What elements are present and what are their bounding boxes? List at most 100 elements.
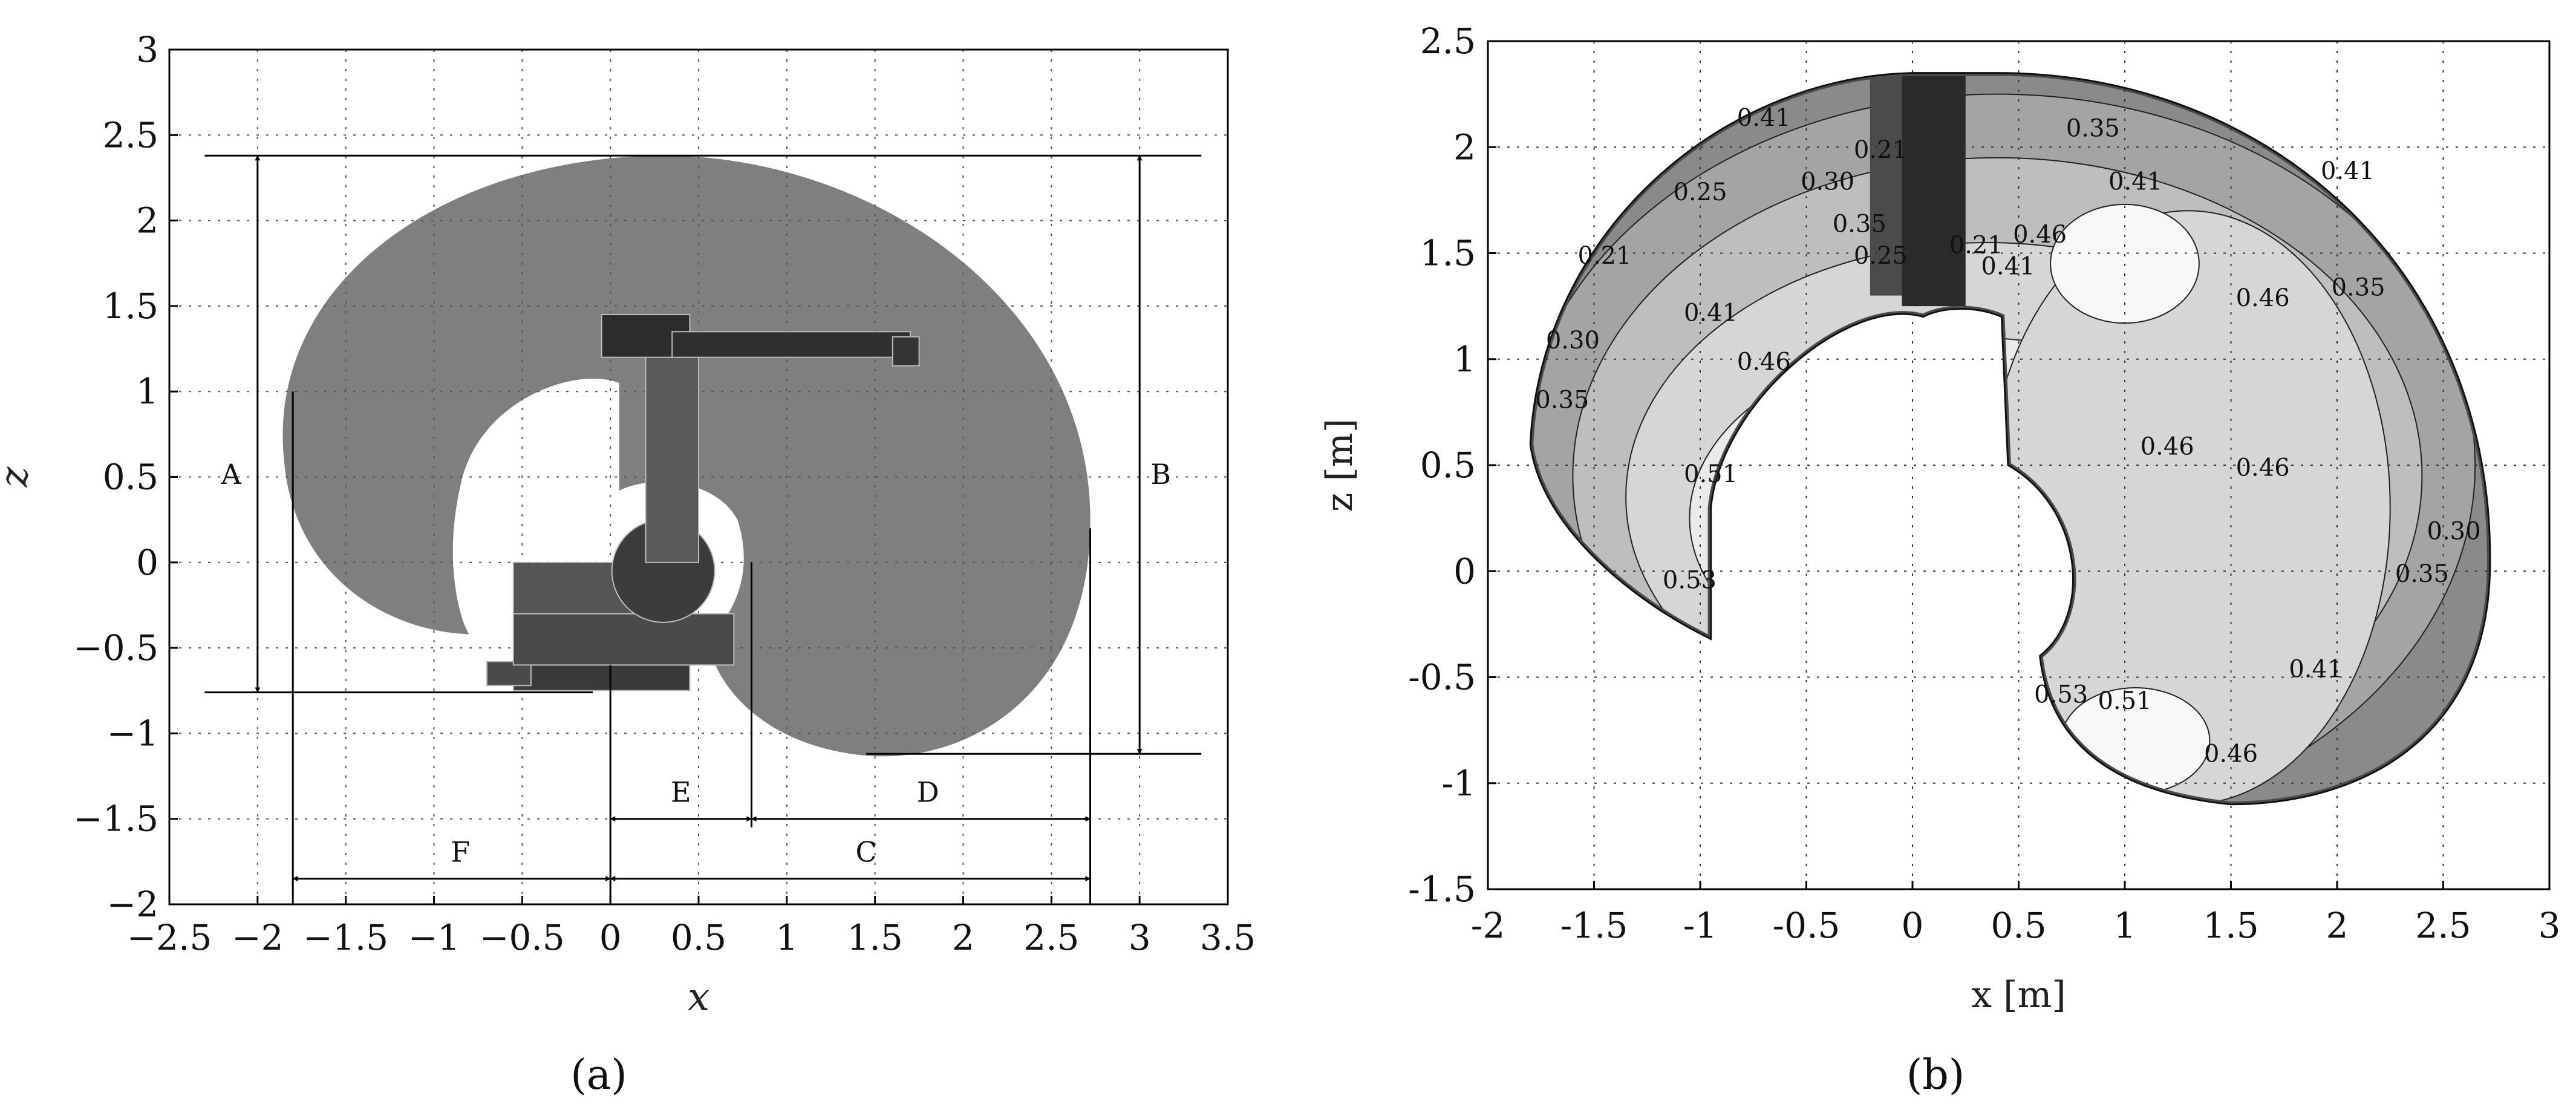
y-tick-label: 0.5 xyxy=(1420,445,1476,486)
x-tick-label: 0.5 xyxy=(671,917,726,958)
contour-label: 0.35 xyxy=(1833,210,1886,238)
x-tick-label: -1.5 xyxy=(1560,905,1628,946)
dimension-label: D xyxy=(917,775,939,808)
contour-label: 0.41 xyxy=(1684,299,1738,327)
y-ticks-b: -1.5 -1 -0.5 0 0.5 1 1.5 2 2.5 xyxy=(1408,21,1496,910)
contour-label: 0.46 xyxy=(1737,348,1791,376)
y-tick-label: −1 xyxy=(107,713,159,754)
workspace-outline xyxy=(1529,72,2491,806)
contour-band xyxy=(1902,73,1966,307)
x-tick-label: -1 xyxy=(1683,905,1718,946)
y-axis-label-b: z [m] xyxy=(1319,419,1361,512)
x-axis-label-b: x [m] xyxy=(1971,974,2066,1016)
x-tick-label: 1 xyxy=(775,917,798,958)
contour-label: 0.51 xyxy=(1684,460,1738,488)
dimension-label: B xyxy=(1150,458,1171,491)
y-tick-label: 3 xyxy=(136,29,158,70)
x-tick-label: −1.5 xyxy=(303,917,388,958)
x-tick-label: -2 xyxy=(1471,905,1505,946)
robot-turntable xyxy=(512,613,735,666)
y-tick-label: 2.5 xyxy=(1420,21,1476,62)
x-tick-label: 1 xyxy=(2114,905,2136,946)
contour-label: 0.46 xyxy=(2141,432,2194,460)
y-tick-label: −0.5 xyxy=(73,627,158,668)
contour-label: 0.30 xyxy=(1801,168,1854,195)
contour-label: 0.25 xyxy=(1673,178,1727,206)
y-tick-label: 2.5 xyxy=(103,114,158,155)
x-tick-label: 2 xyxy=(952,917,974,958)
y-tick-label: 2 xyxy=(136,200,158,241)
dimension-label: E xyxy=(671,775,691,808)
contour-label: 0.41 xyxy=(2289,656,2343,684)
x-tick-label: 1.5 xyxy=(847,917,903,958)
contour-bands xyxy=(1529,72,2491,806)
y-tick-label: −2 xyxy=(107,884,159,925)
contour-label: 0.21 xyxy=(1578,242,1632,270)
dimension-lines: A B C D E F xyxy=(204,154,1202,904)
contour-label: 0.21 xyxy=(1949,232,2003,259)
y-tick-label: −1.5 xyxy=(73,798,158,840)
y-tick-label: 1.5 xyxy=(1420,233,1476,274)
x-tick-label: −0.5 xyxy=(480,917,565,958)
contour-label: 0.46 xyxy=(2236,454,2290,482)
y-ticks-a: −2 −1.5 −1 −0.5 0 0.5 1 1.5 2 2.5 3 xyxy=(73,29,178,925)
robot-lower-arm xyxy=(645,339,699,563)
x-tick-label: −1 xyxy=(408,917,460,958)
y-axis-label-a: z xyxy=(0,466,37,488)
y-tick-label: -1 xyxy=(1442,763,1476,804)
x-tick-label: 2 xyxy=(2326,905,2349,946)
x-tick-label: -0.5 xyxy=(1773,905,1841,946)
y-tick-label: 0 xyxy=(136,542,158,583)
y-tick-label: -0.5 xyxy=(1408,657,1476,698)
contour-label: 0.41 xyxy=(2321,157,2375,185)
robot-wrist xyxy=(892,336,920,367)
x-tick-label: 1.5 xyxy=(2203,905,2258,946)
contour-label: 0.41 xyxy=(2108,168,2162,195)
panel-label-b: (b) xyxy=(1906,1051,1965,1099)
contour-label: 0.51 xyxy=(2098,687,2151,715)
y-tick-label: 0.5 xyxy=(103,457,158,498)
x-tick-label: 2.5 xyxy=(2415,905,2471,946)
x-tick-label: −2.5 xyxy=(127,917,212,958)
x-tick-label: 3 xyxy=(2539,905,2561,946)
x-tick-label: 3.5 xyxy=(1200,917,1256,958)
contour-label: 0.53 xyxy=(1663,566,1717,594)
y-tick-label: 1 xyxy=(136,371,158,412)
y-tick-label: -1.5 xyxy=(1408,869,1476,910)
dimension-label: F xyxy=(451,835,470,868)
y-tick-label: 1.5 xyxy=(103,286,158,327)
y-tick-label: 0 xyxy=(1453,550,1476,592)
panel-label-a: (a) xyxy=(570,1051,627,1099)
contour-label: 0.41 xyxy=(1981,253,2035,281)
contour-label: 0.35 xyxy=(2395,560,2449,588)
contour-band-group xyxy=(1530,73,2490,805)
contour-label: 0.46 xyxy=(2236,284,2290,312)
contour-label: 0.46 xyxy=(2013,221,2067,249)
robot-base xyxy=(512,664,691,691)
contour-label: 0.35 xyxy=(2332,274,2385,302)
dimension-label: C xyxy=(855,835,876,868)
x-ticks-b: -2 -1.5 -1 -0.5 0 0.5 1 1.5 2 2.5 3 xyxy=(1471,881,2561,946)
x-tick-label: −2 xyxy=(232,917,284,958)
robot-silhouette xyxy=(486,314,920,691)
dimension-label: A xyxy=(220,458,241,491)
contour-label: 0.41 xyxy=(1737,104,1791,132)
x-tick-label: 3 xyxy=(1129,917,1151,958)
contour-label: 0.53 xyxy=(2034,681,2088,709)
x-tick-label: 0 xyxy=(599,917,622,958)
y-tick-label: 1 xyxy=(1453,339,1476,380)
contour-label: 0.35 xyxy=(2066,115,2120,143)
contour-label: 0.46 xyxy=(2204,740,2258,768)
panel-b: 0.410.210.300.250.350.25 0.210.210.410.30… xyxy=(1319,21,2560,1099)
x-tick-label: 0 xyxy=(1902,905,1924,946)
contour-label: 0.30 xyxy=(2427,518,2481,546)
contour-label: 0.25 xyxy=(1854,242,1908,270)
x-axis-label-a: x xyxy=(688,975,709,1020)
contour-labels: 0.410.210.300.250.350.25 0.210.210.410.30… xyxy=(1535,104,2480,768)
robot-upper-arm xyxy=(671,331,911,358)
contour-label: 0.35 xyxy=(1535,386,1589,414)
x-ticks-a: −2.5 −2 −1.5 −1 −0.5 0 0.5 1 1.5 2 2.5 3 3.5 xyxy=(127,896,1256,958)
contour-band xyxy=(1870,73,1902,296)
contour-label: 0.30 xyxy=(1546,327,1600,354)
